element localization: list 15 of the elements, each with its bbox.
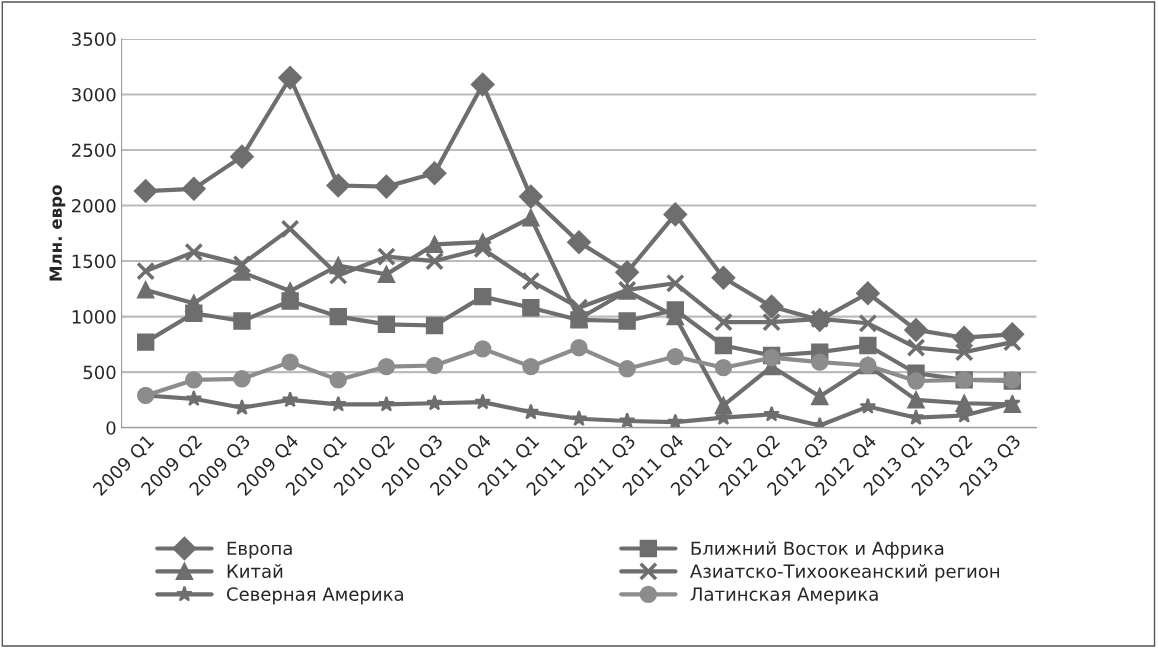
legend-label: Азиатско-Тихоокеанский регион	[690, 564, 1000, 582]
y-tick-label: 2500	[72, 143, 116, 158]
legend-label: Китай	[227, 564, 283, 578]
y-axis-title: Млн. евро	[49, 185, 66, 281]
legend-label: Ближний Восток и Африка	[691, 541, 944, 559]
legend-label: Европа	[227, 541, 292, 559]
legend-label: Латинская Америка	[690, 587, 878, 605]
y-tick-label: 3500	[72, 32, 116, 46]
legend-label: Северная Америка	[226, 587, 403, 605]
y-tick-label: 2000	[72, 198, 116, 213]
y-tick-label: 1000	[72, 310, 116, 324]
y-tick-label: 500	[83, 365, 116, 380]
y-tick-label: 0	[106, 421, 116, 435]
y-tick-label: 1500	[72, 254, 116, 269]
y-tick-label: 3000	[72, 87, 116, 102]
